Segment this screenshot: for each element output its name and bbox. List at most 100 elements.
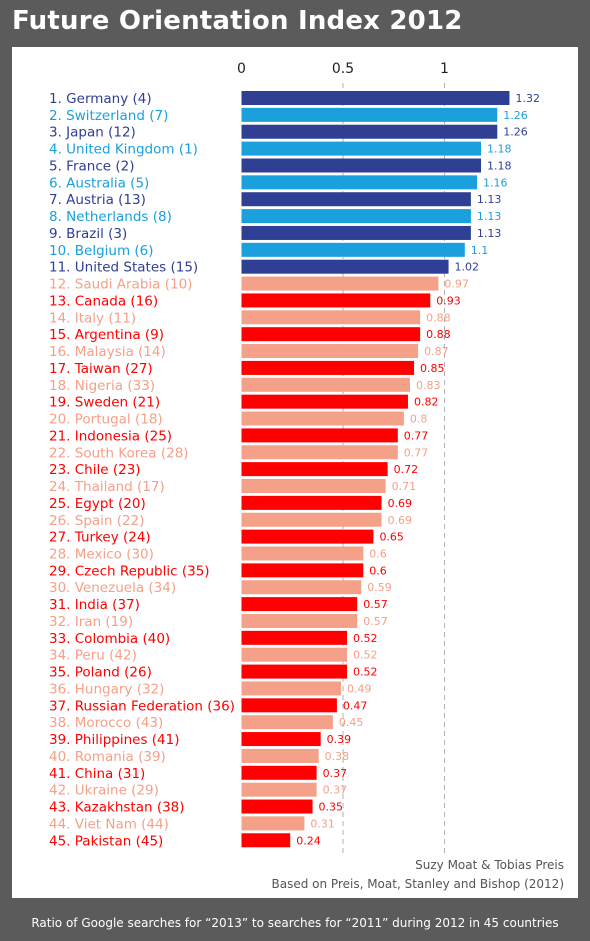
bar [241,782,317,797]
value-label: 0.97 [444,278,469,291]
bar [241,158,482,173]
category-label: 40. Romania (39) [49,749,166,765]
bar [241,310,421,325]
category-label: 4. United Kingdom (1) [49,142,198,158]
bar [241,124,498,139]
category-label: 25. Egypt (20) [49,496,146,512]
value-label: 0.77 [404,446,429,459]
bar [241,765,317,780]
value-label: 1.13 [477,227,502,240]
category-label: 30. Venezuela (34) [49,580,176,596]
x-tick-label: 0.5 [332,61,354,77]
category-label: 12. Saudi Arabia (10) [49,277,192,293]
bar [241,445,398,460]
bar [241,344,419,359]
category-label: 45. Pakistan (45) [49,833,163,849]
bar [241,462,388,477]
category-label: 2. Switzerland (7) [49,108,168,124]
bar [241,833,291,848]
category-label: 28. Mexico (30) [49,546,154,562]
category-label: 44. Viet Nam (44) [49,816,169,832]
bar [241,647,348,662]
value-label: 0.77 [404,429,429,442]
category-label: 7. Austria (13) [49,192,146,208]
value-label: 0.52 [353,666,378,679]
value-label: 0.88 [426,311,451,324]
category-label: 27. Turkey (24) [49,530,151,546]
category-label: 14. Italy (11) [49,310,136,326]
chart-title: Future Orientation Index 2012 [12,6,463,36]
bar [241,546,364,561]
value-label: 0.88 [426,328,451,341]
bar [241,175,477,190]
bar [241,411,404,426]
bar [241,597,358,612]
value-label: 1.02 [455,261,480,274]
bar [241,698,337,713]
bar [241,107,498,122]
value-label: 1.18 [487,143,512,156]
value-label: 1.13 [477,193,502,206]
value-label: 0.59 [367,581,392,594]
bar [241,360,415,375]
category-label: 39. Philippines (41) [49,732,180,748]
category-label: 20. Portugal (18) [49,412,163,428]
bar [241,141,482,156]
bar [241,681,341,696]
credit-source: Based on Preis, Moat, Stanley and Bishop… [271,877,565,891]
category-label: 3. Japan (12) [49,125,136,141]
bar [241,495,382,510]
bar [241,715,333,730]
category-label: 19. Sweden (21) [49,395,160,411]
value-label: 0.37 [323,784,348,797]
value-label: 0.47 [343,699,368,712]
category-label: 34. Peru (42) [49,648,137,664]
value-label: 0.6 [369,564,387,577]
value-label: 1.18 [487,159,512,172]
category-label: 33. Colombia (40) [49,631,170,647]
category-label: 41. China (31) [49,766,145,782]
category-label: 38. Morocco (43) [49,715,163,731]
value-label: 0.39 [327,733,352,746]
category-label: 17. Taiwan (27) [49,361,153,377]
bar [241,748,319,763]
value-label: 0.31 [310,817,335,830]
value-label: 0.69 [388,514,413,527]
bar [241,225,471,240]
category-label: 13. Canada (16) [49,293,158,309]
value-label: 0.37 [323,767,348,780]
bar [241,664,348,679]
x-tick-label: 1 [440,61,449,77]
value-label: 0.52 [353,649,378,662]
category-label: 23. Chile (23) [49,462,141,478]
value-label: 0.93 [436,294,461,307]
value-label: 0.45 [339,716,364,729]
bar [241,580,362,595]
chart-caption: Ratio of Google searches for “2013” to s… [31,916,559,930]
value-label: 1.32 [515,92,540,105]
bar [241,630,348,645]
bar [241,479,386,494]
category-label: 5. France (2) [49,158,134,174]
category-label: 9. Brazil (3) [49,226,127,242]
bar [241,259,449,274]
category-label: 21. Indonesia (25) [49,428,172,444]
bar [241,91,510,105]
bar [241,377,410,392]
category-label: 36. Hungary (32) [49,681,164,697]
category-label: 24. Thailand (17) [49,479,165,495]
category-label: 15. Argentina (9) [49,327,164,343]
value-label: 0.49 [347,682,372,695]
category-label: 8. Netherlands (8) [49,209,172,225]
value-label: 1.1 [471,244,489,257]
bar [241,563,364,578]
category-label: 10. Belgium (6) [49,243,154,259]
value-label: 0.35 [319,801,344,814]
x-tick-label: 0 [237,61,246,77]
value-label: 0.6 [369,547,387,560]
bar [241,428,398,443]
category-label: 1. Germany (4) [49,91,152,107]
value-label: 0.87 [424,345,449,358]
value-label: 0.72 [394,463,419,476]
